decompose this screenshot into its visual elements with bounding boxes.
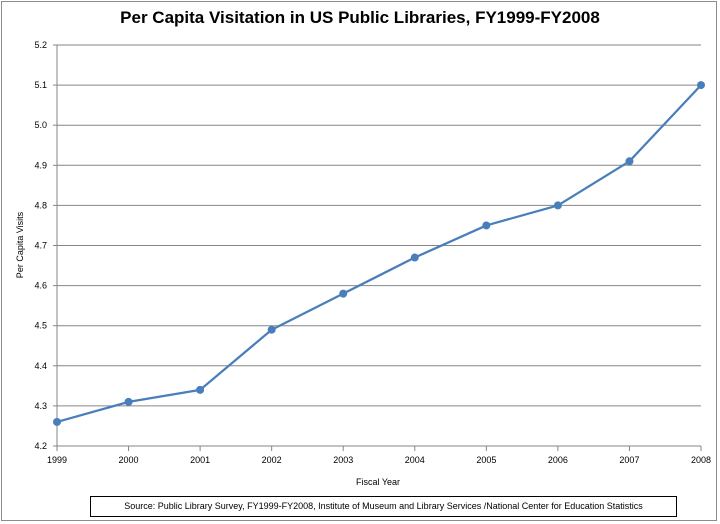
chart-title: Per Capita Visitation in US Public Libra… [120, 8, 600, 27]
data-point-2006 [553, 201, 562, 210]
data-point-2001 [196, 385, 205, 394]
y-tick-label: 4.4 [34, 361, 47, 371]
series-layer [53, 81, 705, 426]
gridlines [57, 44, 701, 447]
x-tick-label: 2005 [476, 455, 496, 465]
data-point-2008 [697, 81, 705, 90]
y-tick-label: 4.8 [34, 200, 47, 210]
data-point-2004 [410, 253, 419, 262]
y-tick-label: 4.7 [34, 241, 47, 251]
x-tick-label: 2007 [619, 455, 639, 465]
series-line [56, 84, 702, 424]
data-point-2005 [482, 221, 491, 230]
data-point-1999 [53, 417, 61, 426]
y-tick-label: 5.2 [34, 40, 47, 50]
y-tick-label: 5.1 [34, 80, 47, 90]
data-point-2002 [267, 325, 276, 334]
x-tick-label: 2000 [119, 455, 139, 465]
y-tick-label: 5.0 [34, 120, 47, 130]
source-note: Source: Public Library Survey, FY1999-FY… [90, 496, 677, 517]
y-tick-label: 4.6 [34, 281, 47, 291]
x-axis-label: Fiscal Year [356, 477, 400, 487]
tick-labels: 4.2 4.3 4.4 4.5 4.6 4.7 4.8 4.9 5.0 5.1 5.2 1999 200… [34, 40, 711, 465]
x-tick-label: 2001 [190, 455, 210, 465]
x-tick-label: 1999 [47, 455, 67, 465]
data-point-2003 [339, 289, 348, 298]
data-point-2007 [625, 157, 634, 166]
data-point-2000 [124, 397, 133, 406]
y-tick-label: 4.3 [34, 401, 47, 411]
x-tick-label: 2006 [548, 455, 568, 465]
y-tick-label: 4.9 [34, 160, 47, 170]
x-tick-label: 2003 [333, 455, 353, 465]
y-axis-label: Per Capita Visits [15, 211, 25, 278]
x-tick-label: 2002 [262, 455, 282, 465]
y-tick-label: 4.5 [34, 321, 47, 331]
x-tick-label: 2008 [691, 455, 711, 465]
axes [53, 44, 702, 451]
y-tick-label: 4.2 [34, 441, 47, 451]
x-tick-label: 2004 [405, 455, 425, 465]
